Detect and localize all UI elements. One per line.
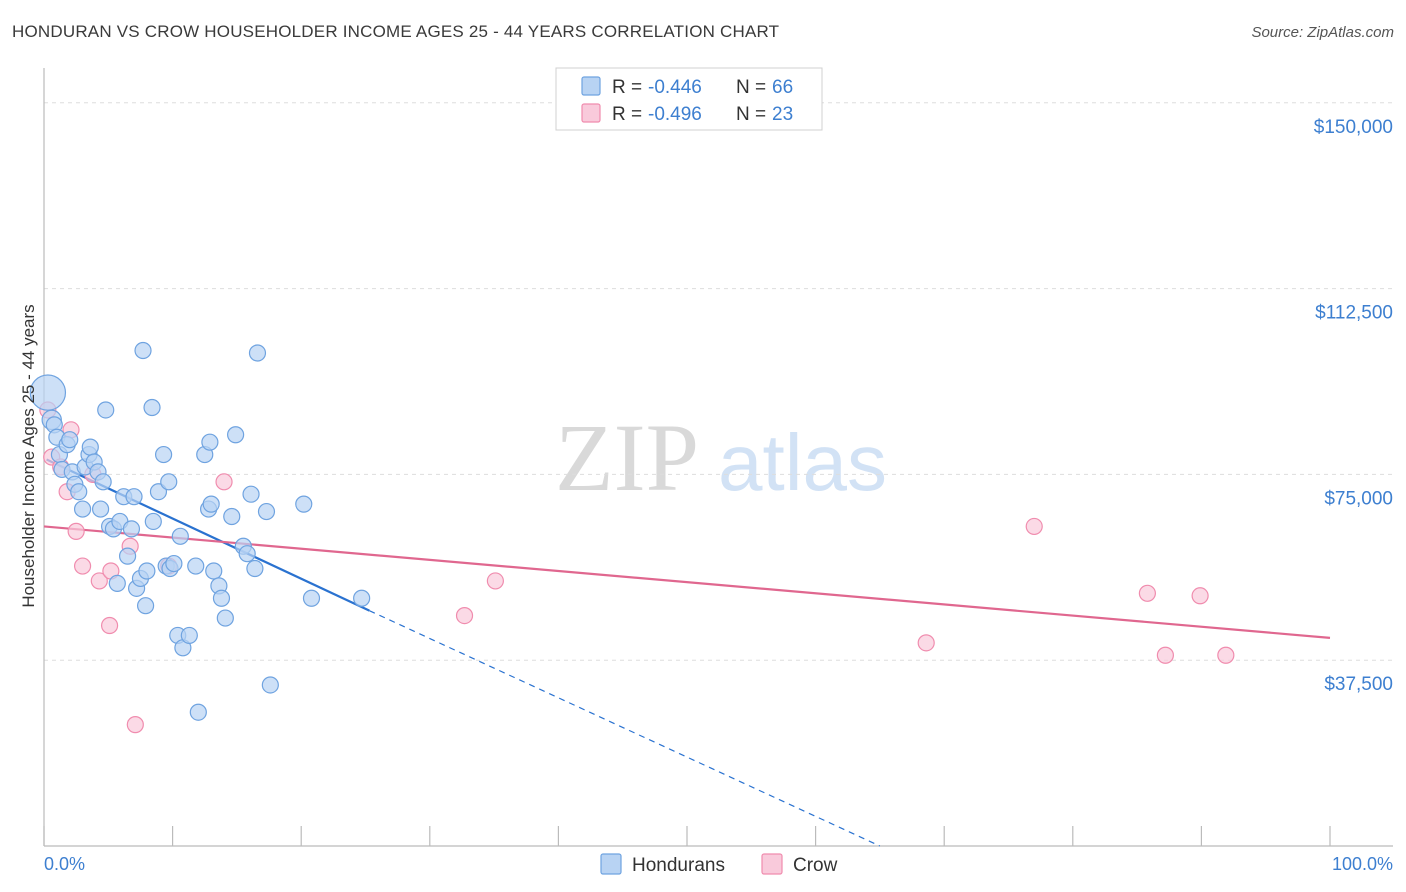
honduran-point: [242, 485, 260, 503]
y-tick-label: $37,500: [1324, 674, 1393, 695]
honduran-point: [73, 500, 92, 518]
honduran-point: [91, 500, 110, 518]
honduran-point: [134, 341, 152, 360]
legend-r-label: R =: [612, 104, 642, 125]
honduran-point: [97, 401, 115, 419]
crow-point: [1138, 584, 1156, 602]
honduran-point: [70, 483, 88, 501]
honduran-point: [187, 557, 205, 575]
honduran-point: [29, 374, 67, 411]
correlation-legend: R = -0.446 N = 66 R = -0.496 N = 23: [555, 67, 823, 131]
watermark-atlas: atlas: [718, 418, 887, 507]
crow-point: [67, 522, 85, 540]
honduran-point: [295, 495, 313, 513]
crow-point: [917, 634, 935, 652]
x-tick-label-max: 100.0%: [1332, 854, 1393, 874]
series-legend: Hondurans Crow: [600, 853, 838, 876]
honduran-point: [261, 676, 279, 694]
crow-point: [1025, 517, 1043, 536]
honduran-point: [143, 398, 161, 417]
source-credit: Source: ZipAtlas.com: [1251, 24, 1394, 41]
legend-r-value: -0.446: [648, 77, 702, 98]
bottom-legend-swatch-hondurans: [600, 853, 622, 875]
y-axis-label: Householder Income Ages 25 - 44 years: [19, 304, 38, 607]
y-tick-labels: $37,500 $75,000 $112,500 $150,000: [1314, 117, 1393, 695]
honduran-point: [165, 554, 183, 573]
honduran-point: [136, 597, 155, 615]
watermark-zip: ZIP: [555, 404, 699, 511]
bottom-legend-label-crow: Crow: [793, 855, 838, 876]
honduran-point: [149, 483, 168, 501]
legend-n-label: N =: [736, 104, 766, 125]
honduran-point: [81, 438, 99, 456]
legend-n-label: N =: [736, 77, 766, 98]
x-tick-label-min: 0.0%: [44, 854, 85, 874]
crow-point: [1156, 646, 1174, 664]
crow-point: [1217, 646, 1235, 664]
honduran-point: [61, 431, 79, 449]
honduran-point: [154, 445, 173, 464]
crow-point: [100, 616, 119, 635]
crow-point: [90, 572, 108, 590]
crow-trend-line: [43, 525, 1331, 639]
honduran-point: [248, 344, 267, 362]
honduran-point: [189, 703, 207, 721]
legend-swatch-hondurans: [581, 76, 601, 96]
honduran-point: [227, 426, 245, 444]
honduran-point: [201, 433, 219, 451]
honduran-point: [223, 507, 241, 526]
crow-point: [1191, 587, 1209, 605]
honduran-point: [138, 562, 156, 580]
crow-point: [126, 716, 144, 734]
y-tick-label: $75,000: [1324, 488, 1393, 509]
honduran-point: [125, 488, 143, 506]
crow-point: [486, 572, 504, 590]
chart-title: HONDURAN VS CROW HOUSEHOLDER INCOME AGES…: [12, 22, 780, 41]
honduran-point: [160, 473, 178, 491]
honduran-point: [171, 527, 189, 545]
x-ticks: [43, 826, 1331, 846]
honduran-point: [205, 562, 223, 580]
legend-r-value: -0.496: [648, 104, 702, 125]
honduran-point: [212, 589, 231, 607]
honduran-point: [216, 609, 234, 627]
crow-point: [455, 606, 474, 625]
honduran-point: [257, 502, 276, 521]
y-tick-label: $150,000: [1314, 117, 1393, 138]
honduran-point: [122, 520, 141, 538]
gridlines: [44, 102, 1393, 661]
honduran-point: [246, 559, 264, 578]
data-points: [29, 341, 1235, 734]
bottom-legend-swatch-crow: [761, 853, 783, 875]
honduran-trend-extension: [369, 610, 881, 847]
legend-n-value: 23: [772, 104, 793, 125]
honduran-point: [144, 512, 162, 531]
honduran-point: [118, 547, 137, 565]
crow-point: [215, 473, 233, 491]
honduran-point: [180, 626, 198, 645]
legend-n-value: 66: [772, 77, 793, 98]
legend-r-label: R =: [612, 77, 642, 98]
honduran-point: [202, 495, 220, 513]
honduran-point: [94, 473, 112, 491]
bottom-legend-label-hondurans: Hondurans: [632, 855, 725, 876]
honduran-point: [353, 589, 371, 607]
legend-swatch-crow: [581, 103, 601, 123]
crow-point: [73, 557, 92, 575]
honduran-point: [108, 574, 126, 592]
honduran-point: [302, 589, 321, 607]
honduran-point: [238, 545, 256, 563]
y-tick-label: $112,500: [1315, 303, 1393, 324]
